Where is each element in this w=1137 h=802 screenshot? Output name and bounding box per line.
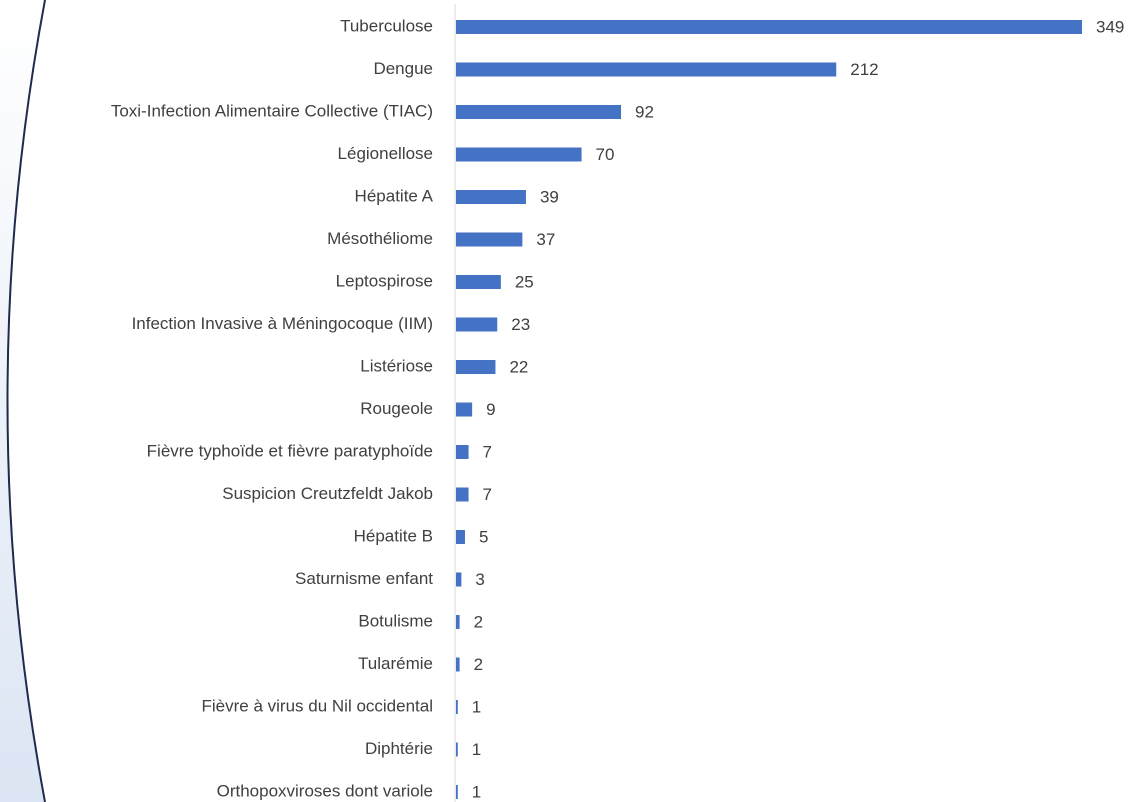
category-label: Orthopoxviroses dont variole: [217, 781, 433, 800]
bar: [456, 657, 460, 672]
value-label: 2: [474, 655, 483, 674]
bar: [456, 147, 582, 162]
value-label: 70: [596, 145, 615, 164]
category-label: Hépatite B: [354, 526, 433, 545]
value-label: 9: [486, 400, 495, 419]
bar: [456, 232, 523, 247]
category-label: Suspicion Creutzfeldt Jakob: [222, 484, 433, 503]
value-label: 1: [472, 782, 481, 801]
decor-curve: [6, 0, 46, 802]
value-label: 92: [635, 102, 654, 121]
value-label: 2: [474, 612, 483, 631]
category-label: Hépatite A: [355, 186, 434, 205]
value-label: 3: [475, 570, 484, 589]
category-label: Infection Invasive à Méningocoque (IIM): [132, 314, 433, 333]
category-label: Rougeole: [360, 399, 433, 418]
category-label: Toxi-Infection Alimentaire Collective (T…: [111, 101, 433, 120]
category-label: Diphtérie: [365, 739, 433, 758]
bar: [456, 20, 1082, 34]
decor-fill: [0, 0, 45, 802]
value-label: 7: [483, 442, 492, 461]
bar: [456, 105, 622, 119]
category-label: Tuberculose: [340, 16, 433, 35]
bar: [456, 360, 496, 374]
bar: [456, 487, 469, 502]
category-label: Légionellose: [338, 144, 433, 163]
category-label: Dengue: [373, 59, 433, 78]
bar: [456, 317, 498, 332]
category-label: Fièvre à virus du Nil occidental: [202, 696, 433, 715]
category-label: Saturnisme enfant: [295, 569, 433, 588]
value-label: 1: [472, 740, 481, 759]
category-label: Leptospirose: [336, 271, 433, 290]
bar: [456, 572, 462, 587]
value-label: 22: [509, 357, 528, 376]
category-label: Listériose: [360, 356, 433, 375]
bar: [456, 402, 473, 417]
value-label: 5: [479, 527, 488, 546]
value-label: 349: [1096, 17, 1124, 36]
bar: [456, 742, 458, 757]
value-label: 25: [515, 272, 534, 291]
bar: [456, 530, 465, 544]
value-label: 23: [511, 315, 530, 334]
category-label: Mésothéliome: [327, 229, 433, 248]
bar: [456, 445, 469, 459]
bar: [456, 190, 526, 204]
bar: [456, 615, 460, 629]
value-label: 39: [540, 187, 559, 206]
category-label: Tularémie: [358, 654, 433, 673]
category-label: Fièvre typhoïde et fièvre paratyphoïde: [147, 441, 433, 460]
bar: [456, 785, 458, 799]
bar: [456, 62, 837, 77]
bar: [456, 275, 501, 289]
value-label: 7: [483, 485, 492, 504]
value-label: 212: [850, 60, 878, 79]
value-label: 37: [536, 230, 555, 249]
value-label: 1: [472, 697, 481, 716]
category-label: Botulisme: [358, 611, 433, 630]
bar: [456, 700, 458, 714]
